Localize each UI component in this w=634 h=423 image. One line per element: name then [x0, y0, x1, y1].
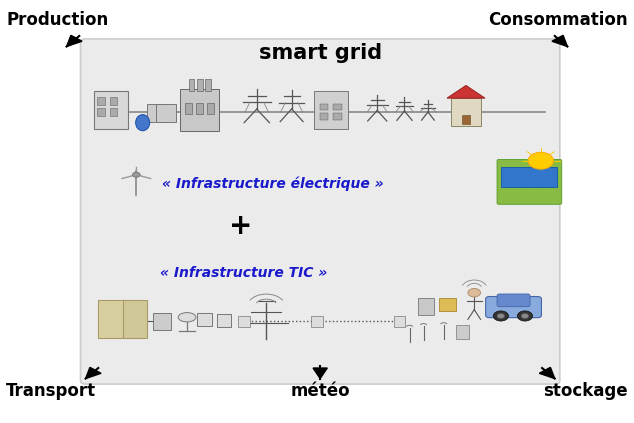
Polygon shape [540, 367, 555, 379]
FancyBboxPatch shape [81, 39, 560, 384]
Text: Consommation: Consommation [488, 11, 628, 29]
Bar [185, 104, 193, 114]
Bar [153, 313, 171, 330]
Bar [205, 79, 210, 91]
Bar [98, 300, 124, 338]
FancyBboxPatch shape [486, 297, 541, 318]
Bar [98, 97, 105, 105]
Bar [320, 113, 328, 120]
Bar [156, 104, 176, 122]
Bar [196, 104, 203, 114]
Bar [311, 316, 323, 327]
Bar [189, 79, 194, 91]
Bar [439, 298, 456, 311]
Bar [313, 91, 349, 129]
Circle shape [493, 311, 508, 321]
Ellipse shape [136, 115, 150, 131]
Text: stockage: stockage [543, 382, 628, 400]
Bar [418, 298, 434, 315]
Bar [394, 316, 405, 327]
Polygon shape [552, 35, 567, 47]
Circle shape [497, 313, 505, 319]
Bar [110, 108, 117, 115]
Circle shape [133, 172, 140, 177]
Polygon shape [86, 367, 101, 379]
Ellipse shape [178, 313, 196, 322]
Circle shape [517, 311, 533, 321]
Circle shape [468, 288, 481, 297]
Bar [320, 104, 328, 110]
FancyBboxPatch shape [497, 294, 530, 307]
Polygon shape [447, 85, 485, 98]
Bar [94, 91, 128, 129]
Bar [197, 313, 212, 326]
Text: +: + [230, 212, 252, 240]
Bar [197, 79, 203, 91]
Text: Production: Production [6, 11, 108, 29]
Bar [147, 104, 167, 122]
Bar [501, 167, 557, 187]
Bar [98, 108, 105, 115]
Bar [180, 89, 219, 131]
Bar [238, 316, 250, 327]
Text: « Infrastructure TIC »: « Infrastructure TIC » [160, 266, 328, 280]
Bar [123, 300, 147, 338]
FancyBboxPatch shape [497, 159, 562, 204]
Polygon shape [313, 368, 327, 379]
Text: Transport: Transport [6, 382, 96, 400]
Bar [333, 104, 342, 110]
Text: smart grid: smart grid [259, 43, 382, 63]
Circle shape [528, 152, 553, 169]
Circle shape [521, 313, 529, 319]
Bar [110, 97, 117, 105]
Bar [462, 115, 470, 124]
Bar [217, 314, 231, 327]
Text: « Infrastructure électrique »: « Infrastructure électrique » [162, 177, 384, 191]
Bar [451, 99, 481, 126]
Text: météo: météo [290, 382, 350, 400]
Bar [207, 104, 214, 114]
Polygon shape [67, 35, 82, 47]
Bar [456, 325, 469, 339]
Bar [333, 113, 342, 120]
